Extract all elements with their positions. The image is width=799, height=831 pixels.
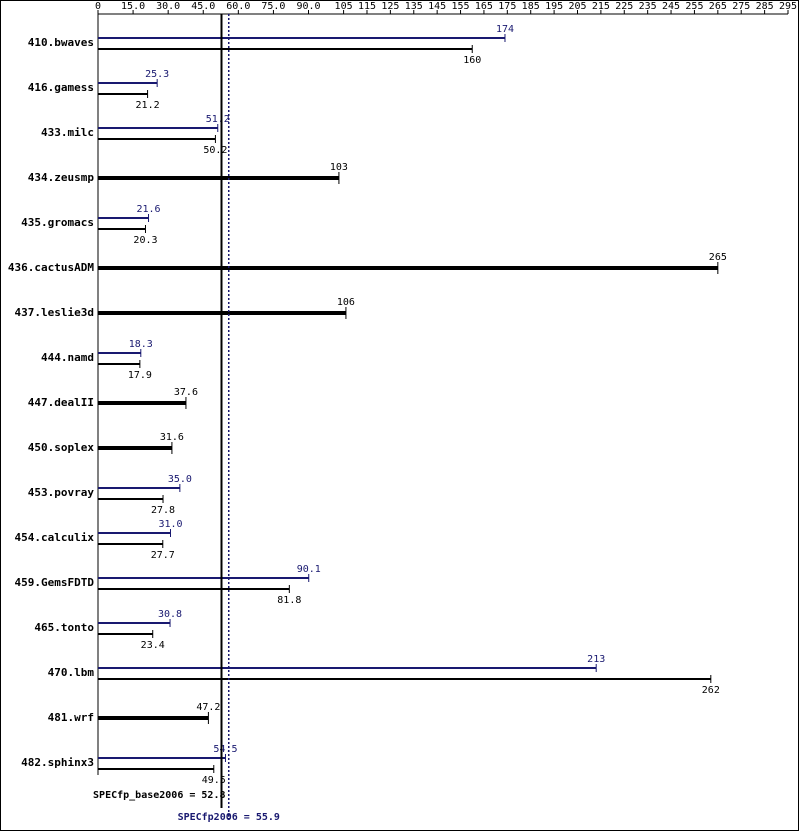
x-tick-label: 105: [335, 1, 353, 12]
value-label: 49.5: [202, 775, 226, 786]
value-label: 31.0: [158, 519, 182, 530]
value-label: 51.2: [206, 114, 230, 125]
category-label: 435.gromacs: [21, 216, 94, 229]
category-label: 433.milc: [41, 126, 94, 139]
value-label: 27.8: [151, 505, 175, 516]
x-tick-label: 0: [95, 1, 101, 12]
value-label: 90.1: [297, 564, 321, 575]
category-label: 450.soplex: [28, 441, 95, 454]
category-label: 444.namd: [41, 351, 94, 364]
bar: [98, 266, 718, 270]
x-tick-label: 145: [428, 1, 446, 12]
x-tick-label: 275: [732, 1, 750, 12]
value-label: 25.3: [145, 69, 169, 80]
x-tick-label: 255: [685, 1, 703, 12]
x-tick-label: 235: [639, 1, 657, 12]
x-tick-label: 15.0: [121, 1, 145, 12]
reference-label: SPECfp_base2006 = 52.8: [93, 790, 225, 801]
value-label: 50.2: [203, 145, 227, 156]
category-label: 459.GemsFDTD: [15, 576, 95, 589]
x-tick-label: 90.0: [296, 1, 320, 12]
x-tick-label: 245: [662, 1, 680, 12]
bar: [98, 716, 209, 720]
x-tick-label: 215: [592, 1, 610, 12]
bar: [98, 401, 186, 405]
value-label: 103: [330, 162, 348, 173]
category-label: 434.zeusmp: [28, 171, 95, 184]
reference-label: SPECfp2006 = 55.9: [178, 812, 280, 823]
x-tick-label: 195: [545, 1, 563, 12]
value-label: 35.0: [168, 474, 192, 485]
value-label: 20.3: [133, 235, 157, 246]
x-tick-label: 75.0: [261, 1, 285, 12]
x-tick-label: 30.0: [156, 1, 180, 12]
value-label: 17.9: [128, 370, 152, 381]
category-label: 436.cactusADM: [8, 261, 94, 274]
value-label: 47.2: [196, 702, 220, 713]
category-label: 454.calculix: [15, 531, 95, 544]
x-tick-label: 225: [615, 1, 633, 12]
value-label: 23.4: [141, 640, 165, 651]
category-label: 481.wrf: [48, 711, 94, 724]
category-label: 453.povray: [28, 486, 95, 499]
x-tick-label: 155: [452, 1, 470, 12]
category-label: 410.bwaves: [28, 36, 94, 49]
value-label: 21.6: [136, 204, 160, 215]
value-label: 174: [496, 24, 514, 35]
value-label: 27.7: [151, 550, 175, 561]
value-label: 31.6: [160, 432, 184, 443]
value-label: 265: [709, 252, 727, 263]
x-tick-label: 205: [568, 1, 586, 12]
value-label: 54.5: [213, 744, 237, 755]
category-label: 437.leslie3d: [15, 306, 94, 319]
value-label: 37.6: [174, 387, 198, 398]
x-tick-label: 125: [381, 1, 399, 12]
value-label: 160: [463, 55, 481, 66]
x-tick-label: 60.0: [226, 1, 250, 12]
x-tick-label: 175: [498, 1, 516, 12]
bar: [98, 446, 172, 450]
x-tick-label: 115: [358, 1, 376, 12]
x-tick-label: 45.0: [191, 1, 215, 12]
value-label: 262: [702, 685, 720, 696]
x-tick-label: 185: [522, 1, 540, 12]
bar: [98, 176, 339, 180]
x-tick-label: 285: [756, 1, 774, 12]
x-tick-label: 295: [779, 1, 797, 12]
value-label: 30.8: [158, 609, 182, 620]
value-label: 213: [587, 654, 605, 665]
x-tick-label: 165: [475, 1, 493, 12]
value-label: 18.3: [129, 339, 153, 350]
category-label: 482.sphinx3: [21, 756, 94, 769]
category-label: 416.gamess: [28, 81, 94, 94]
x-tick-label: 135: [405, 1, 423, 12]
category-label: 470.lbm: [48, 666, 95, 679]
value-label: 81.8: [277, 595, 301, 606]
category-label: 447.dealII: [28, 396, 94, 409]
value-label: 106: [337, 297, 355, 308]
value-label: 21.2: [136, 100, 160, 111]
category-label: 465.tonto: [34, 621, 94, 634]
x-tick-label: 265: [709, 1, 727, 12]
